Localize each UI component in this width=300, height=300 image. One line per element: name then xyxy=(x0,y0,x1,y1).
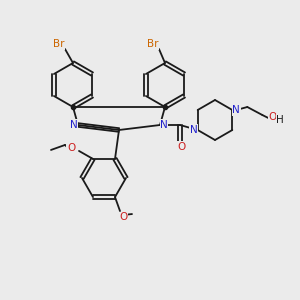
Text: N: N xyxy=(160,120,168,130)
Text: N: N xyxy=(70,120,78,130)
Text: O: O xyxy=(119,212,127,222)
Text: N: N xyxy=(190,125,198,135)
Text: O: O xyxy=(67,143,75,153)
Text: H: H xyxy=(276,115,284,125)
Text: O: O xyxy=(268,112,276,122)
Text: Br: Br xyxy=(53,39,65,49)
Text: O: O xyxy=(177,142,185,152)
Text: Br: Br xyxy=(147,39,159,49)
Text: N: N xyxy=(232,105,240,115)
